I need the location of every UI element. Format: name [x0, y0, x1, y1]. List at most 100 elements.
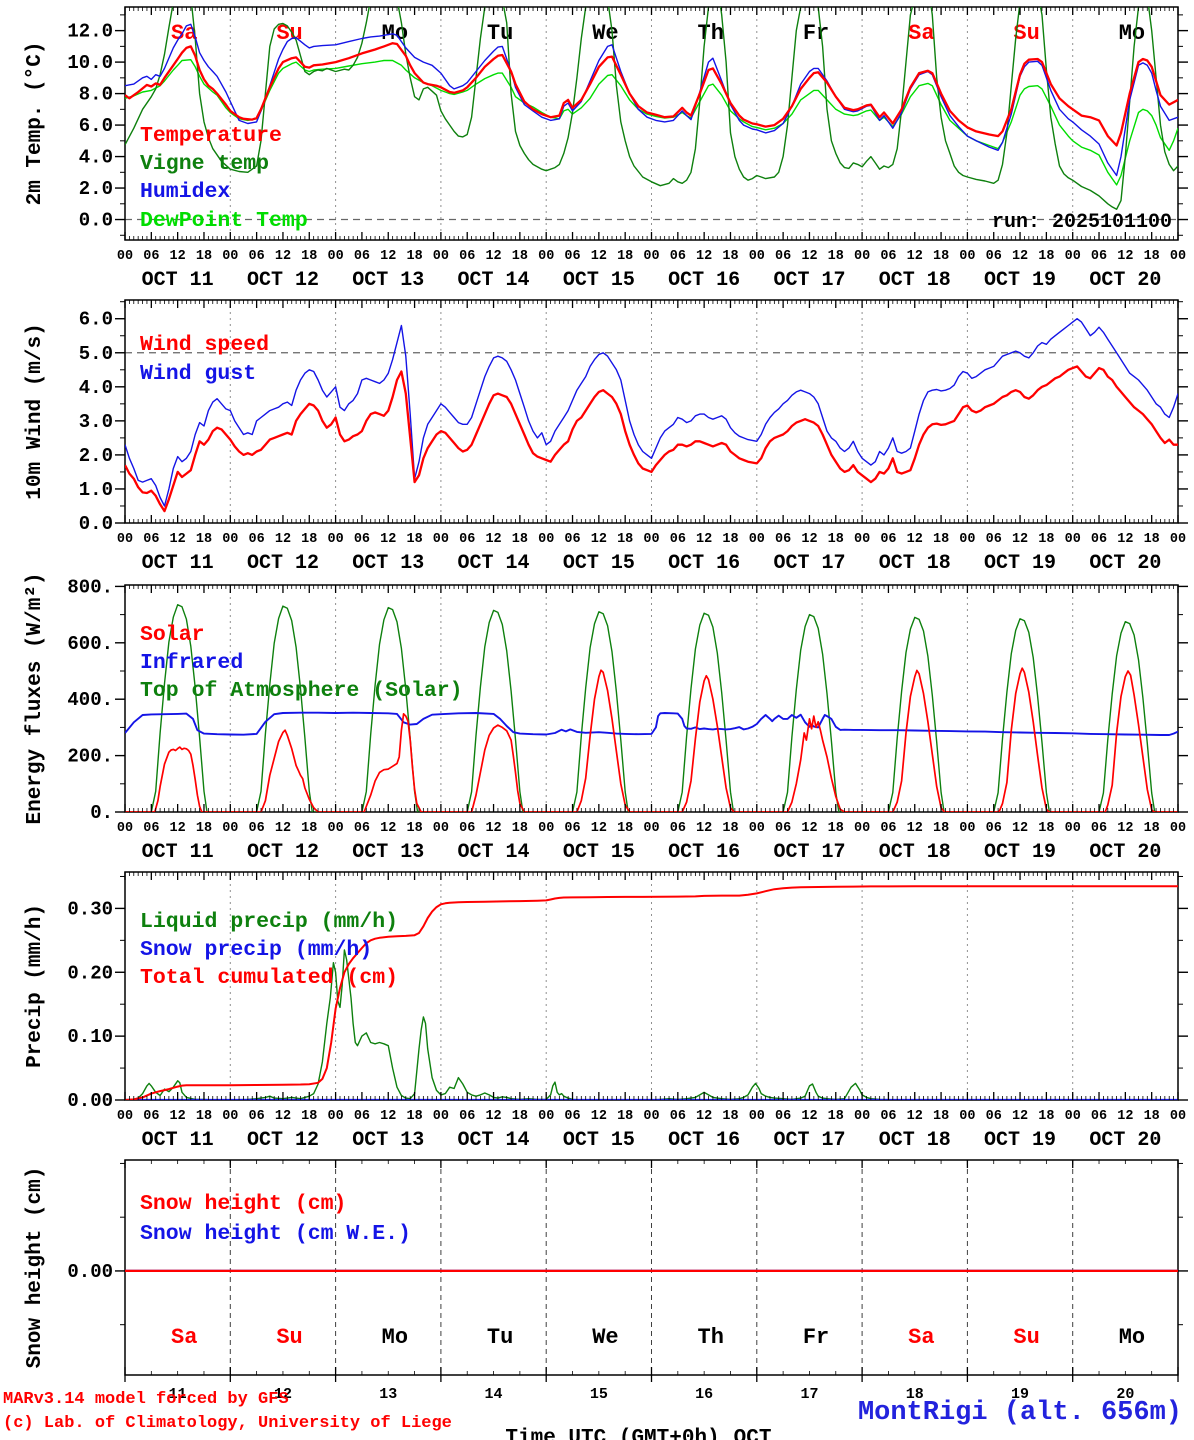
date-label: OCT 20: [1089, 841, 1161, 864]
panel-energy: 0. 200. 400. 600. 800. 00 06 12 18 00 06 12 18 00 06 12…: [24, 572, 1188, 864]
legend-solar: Solar: [140, 623, 205, 647]
hour-label: 06: [354, 532, 370, 547]
date-label: OCT 19: [984, 269, 1056, 292]
hour-label: 00: [222, 821, 238, 836]
hour-label: 06: [249, 1109, 265, 1124]
station-label: MontRigi (alt. 656m): [857, 1398, 1182, 1428]
date-label: OCT 12: [247, 552, 319, 575]
day-label: Mo: [1119, 1325, 1145, 1350]
ytick-label: 12.0: [67, 21, 113, 43]
hour-label: 12: [380, 532, 396, 547]
date-label: OCT 11: [142, 841, 214, 864]
day-number: 11: [169, 1386, 187, 1403]
date-label: OCT 15: [563, 269, 635, 292]
hour-label: 00: [117, 821, 133, 836]
hour-label: 12: [591, 249, 607, 264]
ytick-label: 200.: [67, 746, 113, 768]
series-dewpoint-temp: [125, 59, 1178, 186]
legend-snow-height-cm: Snow height (cm): [140, 1192, 346, 1216]
ytick-label: 6.0: [79, 309, 113, 331]
hour-label: 00: [117, 1109, 133, 1124]
hour-label: 18: [301, 532, 317, 547]
legend-top-of-atmosphere-solar: Top of Atmosphere (Solar): [140, 679, 463, 703]
hour-label: 12: [696, 532, 712, 547]
hour-label: 00: [643, 1109, 659, 1124]
hour-label: 00: [433, 249, 449, 264]
date-label: OCT 20: [1089, 552, 1161, 575]
hour-label: 00: [327, 1109, 343, 1124]
ytick-label: 1.0: [79, 479, 113, 501]
day-label: Mo: [382, 1325, 408, 1350]
hour-label: 18: [196, 821, 212, 836]
day-number: 12: [274, 1386, 292, 1403]
hour-label: 06: [564, 249, 580, 264]
hour-label: 12: [1012, 249, 1028, 264]
date-label: OCT 14: [458, 1129, 530, 1152]
ytick-label: 10.0: [67, 52, 113, 74]
hour-label: 12: [591, 821, 607, 836]
hour-label: 06: [775, 532, 791, 547]
series-temperature: [125, 42, 1178, 147]
hour-label: 18: [828, 1109, 844, 1124]
panel-frame: [124, 299, 1179, 524]
hour-label: 12: [1117, 532, 1133, 547]
hour-label: 18: [1038, 1109, 1054, 1124]
panel-snow: Sa Su Mo Tu We Th Fr Sa Su Mo 0.00 11 12 13 14 15 16 17 18…: [24, 1159, 1188, 1403]
date-label: OCT 18: [879, 269, 951, 292]
hour-label: 00: [538, 1109, 554, 1124]
date-label: OCT 12: [247, 841, 319, 864]
hour-label: 00: [433, 1109, 449, 1124]
hour-label: 12: [801, 821, 817, 836]
legend-temperature: Temperature: [140, 124, 282, 148]
hour-label: 06: [775, 821, 791, 836]
hour-label: 06: [249, 249, 265, 264]
date-label: OCT 11: [142, 1129, 214, 1152]
ytick-label: 3.0: [79, 411, 113, 433]
day-label: Su: [1013, 1325, 1039, 1350]
day-label: Sa: [171, 1325, 197, 1350]
legend-vigne-temp: Vigne temp: [140, 152, 269, 176]
date-label: OCT 16: [668, 269, 740, 292]
ytick-label: 6.0: [79, 115, 113, 137]
hour-label: 18: [828, 532, 844, 547]
hour-label: 00: [749, 1109, 765, 1124]
y-axis-title-temp: 2m Temp. (°C): [24, 42, 47, 206]
date-label: OCT 13: [352, 552, 424, 575]
hour-label: 12: [907, 532, 923, 547]
hour-label: 00: [117, 249, 133, 264]
hour-label: 00: [222, 1109, 238, 1124]
series-infrared: [125, 711, 1178, 736]
ytick-label: 0.00: [67, 1261, 113, 1283]
ytick-label: 4.0: [79, 377, 113, 399]
ytick-label: 2.0: [79, 445, 113, 467]
hour-label: 12: [170, 821, 186, 836]
hour-label: 18: [617, 249, 633, 264]
panel-wind: 0.0 1.0 2.0 3.0 4.0 5.0 6.0 00 06 12 18 00 06 12 18 00 0…: [24, 299, 1188, 575]
hour-label: 12: [485, 1109, 501, 1124]
day-number: 20: [1116, 1386, 1134, 1403]
hour-label: 06: [143, 249, 159, 264]
ytick-label: 5.0: [79, 343, 113, 365]
hour-label: 12: [380, 249, 396, 264]
hour-label: 06: [670, 1109, 686, 1124]
date-label: OCT 18: [879, 552, 951, 575]
hour-label: 18: [196, 249, 212, 264]
hour-label: 06: [249, 821, 265, 836]
hour-label: 18: [617, 821, 633, 836]
hour-label: 00: [1170, 532, 1186, 547]
day-number: 17: [800, 1386, 818, 1403]
hour-label: 00: [538, 532, 554, 547]
hour-label: 06: [143, 1109, 159, 1124]
date-label: OCT 17: [773, 269, 845, 292]
hour-label: 06: [143, 532, 159, 547]
day-label: We: [592, 21, 618, 46]
hour-label: 18: [406, 1109, 422, 1124]
hour-label: 00: [538, 821, 554, 836]
time-axis-title: Time UTC (GMT+0h) OCT: [455, 1404, 771, 1440]
date-label: OCT 17: [773, 552, 845, 575]
hour-label: 06: [354, 249, 370, 264]
hour-label: 12: [591, 1109, 607, 1124]
date-label: OCT 18: [879, 841, 951, 864]
